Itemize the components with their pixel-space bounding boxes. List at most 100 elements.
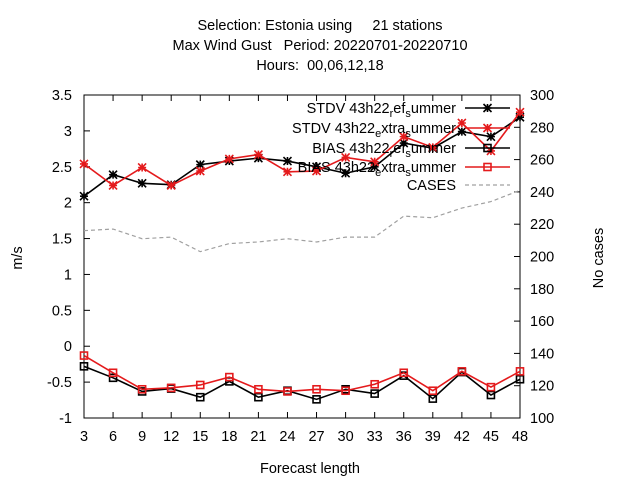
x-tick-label: 12 bbox=[163, 429, 179, 445]
data-point bbox=[370, 379, 379, 389]
data-point bbox=[311, 166, 322, 176]
data-point bbox=[341, 152, 351, 163]
series-bias-43h22-ref-summer bbox=[79, 362, 525, 404]
x-tick-label: 24 bbox=[279, 429, 295, 445]
data-point bbox=[253, 150, 263, 160]
data-point bbox=[428, 386, 438, 396]
x-tick-label: 42 bbox=[454, 429, 470, 445]
x-axis: 3 6 9 12 15 18 21 24 27 30 33 36 39 42 45 48 bbox=[80, 95, 528, 445]
y2-tick-label: 280 bbox=[530, 120, 554, 136]
chart-title-line-3: Hours: 00,06,12,18 bbox=[256, 58, 384, 74]
legend-marker bbox=[482, 103, 493, 113]
data-point bbox=[79, 351, 89, 360]
data-point bbox=[254, 392, 263, 402]
y2-tick-label: 100 bbox=[530, 411, 554, 427]
x-tick-label: 6 bbox=[109, 429, 117, 445]
x-tick-label: 36 bbox=[396, 429, 412, 445]
data-point bbox=[515, 374, 525, 384]
data-point bbox=[282, 167, 293, 177]
y2-tick-label: 240 bbox=[530, 185, 554, 201]
y-tick-label: 1.5 bbox=[52, 232, 72, 248]
legend-label: BIAS 43h22refsummer bbox=[312, 141, 456, 160]
data-point bbox=[515, 367, 525, 376]
legend-marker bbox=[483, 162, 492, 172]
x-tick-label: 18 bbox=[221, 429, 237, 445]
data-point bbox=[457, 118, 467, 128]
x-tick-label: 27 bbox=[308, 429, 324, 445]
chart-title-line-2: Max Wind Gust Period: 20220701-20220710 bbox=[172, 38, 468, 54]
data-point bbox=[137, 162, 147, 173]
data-point bbox=[108, 170, 118, 180]
data-point bbox=[370, 162, 380, 172]
data-point bbox=[428, 142, 438, 152]
data-point bbox=[225, 372, 234, 382]
series-cases bbox=[83, 189, 521, 253]
data-point bbox=[312, 384, 321, 394]
series-line bbox=[83, 116, 521, 197]
data-point bbox=[166, 383, 176, 393]
series-line bbox=[83, 189, 521, 253]
y-axis-left: 3.5 3 2.5 2 1.5 1 0.5 0 -0.5 -1 bbox=[47, 88, 90, 427]
y-tick-label: -1 bbox=[59, 411, 72, 427]
x-tick-label: 33 bbox=[367, 429, 383, 445]
data-point bbox=[457, 367, 467, 376]
y-tick-label: 3 bbox=[64, 124, 72, 140]
x-tick-label: 39 bbox=[425, 429, 441, 445]
data-point bbox=[108, 373, 118, 383]
x-tick-label: 21 bbox=[250, 429, 266, 445]
legend-label: CASES bbox=[407, 178, 456, 194]
y-axis-right: 300 280 260 240 220 200 180 160 140 120 100 bbox=[514, 88, 554, 427]
y2-tick-label: 160 bbox=[530, 314, 554, 330]
series-stdv-43h22-extra-summer bbox=[79, 107, 525, 191]
data-point bbox=[515, 112, 525, 122]
data-point bbox=[341, 386, 350, 396]
y2-tick-label: 300 bbox=[530, 88, 554, 104]
data-point bbox=[311, 162, 322, 172]
data-point bbox=[486, 132, 496, 142]
series-layer bbox=[79, 107, 525, 404]
data-point bbox=[79, 191, 89, 201]
data-point bbox=[195, 380, 205, 390]
series-line bbox=[83, 354, 521, 393]
y2-tick-label: 120 bbox=[530, 379, 554, 395]
y-tick-label: 3.5 bbox=[52, 88, 72, 104]
legend-label: STDV 43h22extrasummer bbox=[292, 121, 456, 140]
series-line bbox=[83, 365, 521, 401]
data-point bbox=[428, 394, 438, 403]
legend-label: BIAS 43h22extrasummer bbox=[298, 160, 456, 179]
data-point bbox=[486, 390, 496, 400]
data-point bbox=[79, 362, 89, 371]
data-point bbox=[224, 154, 234, 164]
y-axis-label: m/s bbox=[10, 246, 26, 269]
data-point bbox=[137, 384, 147, 394]
data-point bbox=[108, 368, 118, 378]
data-point bbox=[370, 389, 379, 398]
series-bias-43h22-extra-summer bbox=[79, 351, 525, 396]
y2-tick-label: 220 bbox=[530, 217, 554, 233]
data-point bbox=[312, 395, 321, 404]
data-point bbox=[399, 132, 409, 142]
data-point bbox=[195, 392, 205, 402]
data-point bbox=[282, 156, 293, 166]
data-point bbox=[283, 387, 292, 396]
data-point bbox=[399, 138, 409, 148]
chart-title-line-1: Selection: Estonia using 21 stations bbox=[197, 18, 443, 34]
x-tick-label: 9 bbox=[138, 429, 146, 445]
y-tick-label: 2.5 bbox=[52, 160, 72, 176]
data-point bbox=[254, 384, 263, 394]
y2-axis-label: No cases bbox=[591, 228, 607, 288]
x-tick-label: 30 bbox=[338, 429, 354, 445]
y2-tick-label: 200 bbox=[530, 250, 554, 266]
series-line bbox=[83, 111, 521, 187]
data-point bbox=[486, 382, 496, 392]
legend-label: STDV 43h22refsummer bbox=[307, 101, 457, 120]
legend-marker bbox=[482, 123, 493, 133]
data-point bbox=[370, 157, 380, 167]
data-point bbox=[399, 368, 409, 378]
x-axis-label: Forecast length bbox=[260, 461, 360, 477]
data-point bbox=[195, 160, 205, 170]
data-point bbox=[79, 159, 89, 169]
legend-marker bbox=[483, 143, 492, 153]
